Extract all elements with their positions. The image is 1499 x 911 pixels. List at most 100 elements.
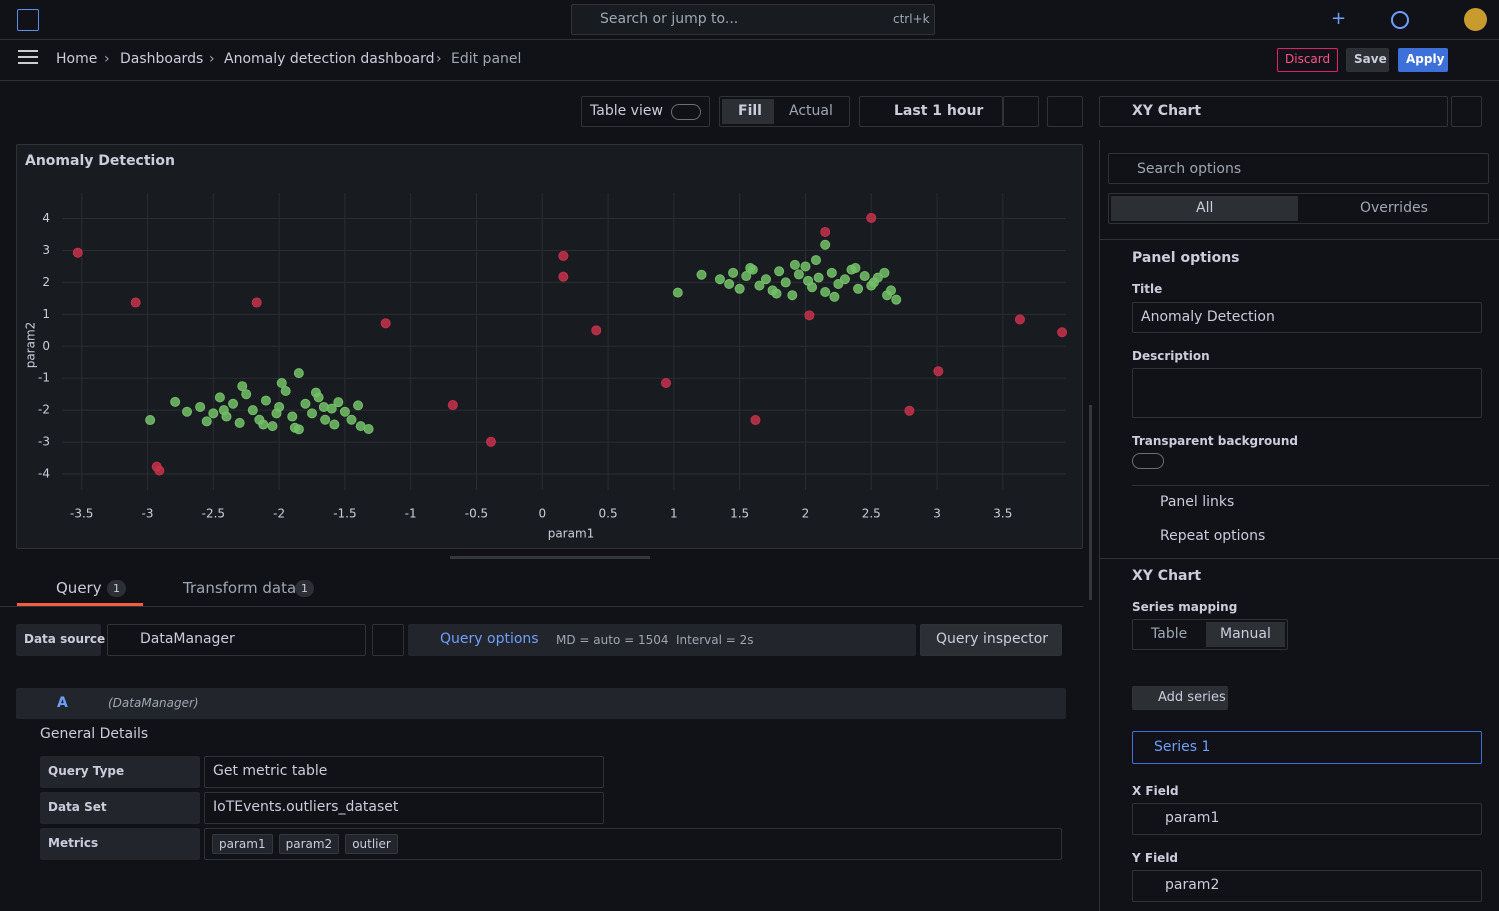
point: [130, 297, 141, 308]
point: [485, 436, 496, 447]
field-select[interactable]: [204, 792, 604, 824]
time-label: Last 1 hour: [894, 103, 984, 119]
x-tick-label: 3: [933, 507, 941, 521]
chart-title: Anomaly Detection: [25, 153, 175, 169]
field-value: IoTEvents.outliers_dataset: [213, 799, 399, 815]
point: [1057, 327, 1068, 338]
title-input[interactable]: [1132, 302, 1482, 333]
x-tick-label: -1: [405, 507, 417, 521]
point: [72, 247, 83, 258]
apply-button[interactable]: [1398, 48, 1448, 72]
point: [310, 387, 321, 398]
point: [154, 465, 165, 476]
point: [251, 297, 262, 308]
table-view[interactable]: [581, 96, 710, 127]
splitter: [450, 556, 650, 559]
toggle: [671, 104, 701, 120]
apply-label: Apply: [1406, 52, 1445, 66]
discard-button[interactable]: [1277, 48, 1338, 72]
point: [803, 275, 814, 286]
point: [853, 283, 864, 294]
y-field-select[interactable]: [1132, 870, 1482, 902]
icon-plus[interactable]: +: [1331, 8, 1347, 29]
mapping-manual[interactable]: Manual: [1220, 626, 1271, 642]
point: [820, 287, 831, 297]
refresh-button[interactable]: [1047, 96, 1083, 127]
help-button[interactable]: [372, 624, 404, 656]
crumb[interactable]: Dashboards: [120, 51, 204, 67]
y-field-value: param2: [1165, 877, 1220, 893]
ds-value: DataManager: [140, 631, 235, 647]
x-field-select[interactable]: [1132, 803, 1482, 835]
point: [933, 366, 944, 377]
chart: Anomaly Detection param1 param2 -4 -3 -2 -1…: [24, 153, 1068, 541]
tab-all[interactable]: All: [1196, 200, 1214, 216]
sep: ›: [436, 51, 442, 67]
panel-links[interactable]: Panel links: [1160, 494, 1235, 510]
field-label: Metrics: [48, 836, 99, 850]
fill-active[interactable]: [722, 99, 774, 124]
metrics-select[interactable]: [204, 828, 1062, 860]
shortcut: ctrl+k: [893, 12, 930, 26]
point: [307, 408, 318, 419]
crumb[interactable]: Anomaly detection dashboard: [224, 51, 435, 67]
ref-source: (DataManager): [108, 696, 199, 710]
point: [258, 419, 269, 430]
icon-help[interactable]: [1391, 11, 1409, 29]
point: [820, 226, 831, 237]
inspector-button[interactable]: [920, 624, 1062, 656]
point: [228, 398, 239, 409]
label: Y Field: [1132, 851, 1179, 865]
point: [904, 405, 915, 416]
avatar[interactable]: [1464, 8, 1487, 31]
metric-chip[interactable]: outlier: [345, 834, 398, 854]
series-box[interactable]: [1132, 731, 1482, 764]
point: [558, 271, 569, 282]
element: [1100, 239, 1499, 240]
add-series[interactable]: [1132, 686, 1228, 710]
point: [355, 421, 366, 432]
menu-icon[interactable]: [18, 50, 38, 64]
section-header[interactable]: XY Chart: [1132, 568, 1202, 584]
inspector-label: Query inspector: [936, 631, 1049, 647]
collapse-button[interactable]: [1451, 96, 1482, 127]
repeat-options[interactable]: Repeat options: [1160, 528, 1266, 544]
viz-picker[interactable]: [1099, 96, 1448, 127]
tab-overrides[interactable]: Overrides: [1360, 200, 1428, 216]
search-box[interactable]: [571, 4, 935, 35]
field-select[interactable]: [204, 756, 604, 788]
y-tick-label: -2: [38, 403, 50, 417]
metric-chip[interactable]: param1: [212, 834, 273, 854]
section-header[interactable]: Panel options: [1132, 250, 1240, 266]
logo: [17, 9, 39, 31]
point: [1014, 314, 1025, 325]
x-tick-label: -2: [273, 507, 285, 521]
mapping-table[interactable]: Table: [1151, 626, 1188, 642]
point: [170, 396, 181, 407]
zoom-button[interactable]: [1003, 96, 1039, 127]
tab-query[interactable]: Query: [56, 579, 102, 597]
field-label: Data Set: [48, 800, 107, 814]
options-search[interactable]: [1108, 153, 1489, 184]
title-value: Anomaly Detection: [1141, 309, 1275, 325]
point: [214, 392, 225, 403]
ds-select[interactable]: [107, 624, 366, 656]
time-picker[interactable]: [859, 96, 1003, 127]
y-tick-label: 3: [42, 243, 50, 257]
label: Transparent background: [1132, 434, 1298, 448]
crumb[interactable]: Home: [56, 51, 98, 67]
metric-chip[interactable]: param2: [278, 834, 340, 854]
point: [280, 386, 291, 396]
save-button[interactable]: [1346, 48, 1389, 72]
point: [353, 400, 364, 411]
actual-label[interactable]: Actual: [789, 103, 833, 119]
toggle[interactable]: [1132, 453, 1164, 469]
element: [0, 80, 1499, 81]
query-options-box: [408, 624, 916, 656]
description-input[interactable]: [1132, 368, 1482, 418]
query-options[interactable]: Query options: [440, 631, 539, 647]
x-tick-label: -3.5: [70, 507, 93, 521]
tab-transform[interactable]: Transform data: [183, 579, 297, 597]
field-label-box: [40, 828, 200, 860]
